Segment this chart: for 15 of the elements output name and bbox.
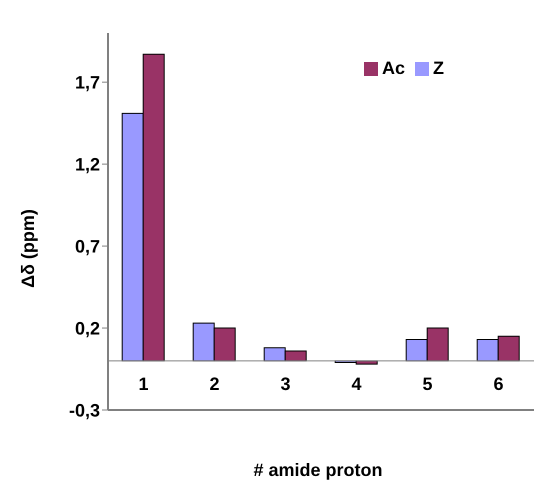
y-tick-label: 0,7 [74,236,100,256]
legend-label: Z [433,58,444,78]
y-tick-label: 0,2 [74,318,100,338]
y-axis-title: Δδ (ppm) [18,208,38,288]
x-tick-label: 2 [209,374,220,394]
x-tick-label: 3 [280,374,291,394]
legend-label: Ac [382,58,405,78]
x-tick-label: 6 [493,374,504,394]
y-tick-label: 1,2 [74,154,100,175]
x-axis-title: # amide proton [252,460,384,481]
y-tick-label: -0,3 [68,400,100,420]
y-tick-label: 1,7 [74,72,100,93]
x-tick-label: 4 [351,374,362,394]
x-tick-label: 1 [138,374,149,394]
x-tick-label: 5 [422,374,433,394]
